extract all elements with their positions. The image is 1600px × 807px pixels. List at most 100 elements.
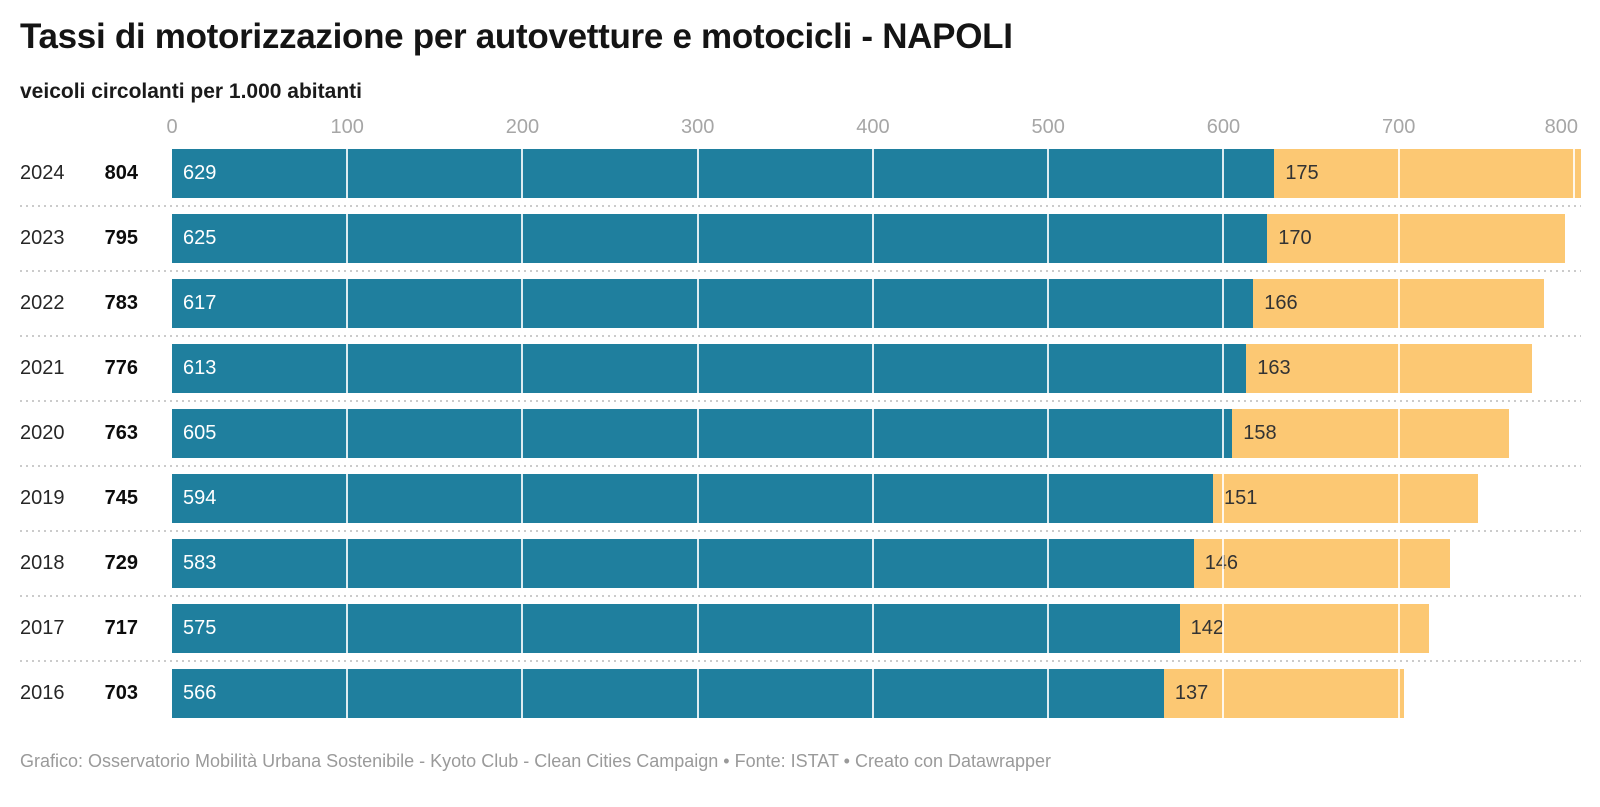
total-label: 783 [104,292,138,315]
gridline [346,539,349,589]
bar-segment-autovetture: 594 [172,474,1213,524]
chart-row-wrap: 2021 776 613 163 [20,337,1581,402]
gridline [521,214,524,264]
bar-segment-motocicli: 163 [1246,344,1532,394]
gridline [521,344,524,394]
gridline [1047,279,1050,329]
bar-track: 617 166 [172,279,1581,329]
bar-track: 575 142 [172,604,1581,654]
gridline [1397,669,1400,719]
gridline [1397,344,1400,394]
total-label: 703 [104,682,138,705]
gridline [1397,409,1400,459]
gridline [521,149,524,199]
gridline [346,344,349,394]
chart-row: 2024 804 629 175 [20,142,1581,205]
gridline [1397,474,1400,524]
chart-row-wrap: 2016 703 566 137 [20,662,1581,725]
bar-segment-autovetture: 605 [172,409,1233,459]
chart-row-wrap: 2018 729 583 146 [20,532,1581,597]
gridline [696,149,699,199]
bar-track: 613 163 [172,344,1581,394]
axis-spacer [20,116,172,142]
bar-track: 629 175 [172,149,1581,199]
chart-row: 2022 783 617 166 [20,272,1581,335]
gridline [871,604,874,654]
gridline [346,214,349,264]
bar-segment-autovetture: 575 [172,604,1180,654]
bar-segment-motocicli: 158 [1232,409,1510,459]
gridline [696,409,699,459]
gridline [1397,539,1400,589]
axis-tick-label: 400 [856,116,890,139]
bar-track: 594 151 [172,474,1581,524]
bar-value-motocicli: 175 [1285,162,1319,185]
bar-track: 566 137 [172,669,1581,719]
total-label: 729 [104,552,138,575]
total-label: 776 [104,357,138,380]
bar-segment-autovetture: 617 [172,279,1254,329]
bar-segment-motocicli: 175 [1274,149,1581,199]
bar-segment-autovetture: 566 [172,669,1164,719]
gridline [1047,344,1050,394]
axis-tick-label: 600 [1206,116,1241,139]
gridline [1047,669,1050,719]
gridline [871,474,874,524]
bar-value-motocicli: 146 [1204,552,1239,575]
year-label: 2021 [20,357,65,380]
year-label: 2016 [20,682,65,705]
bar-value-motocicli: 142 [1190,617,1225,640]
chart-row: 2017 717 575 142 [20,597,1581,660]
bar-segment-motocicli: 170 [1267,214,1566,264]
axis-track: 0 100 200 300 400 500 600 700 800 [166,116,1581,142]
gridline [1222,604,1225,654]
chart-row: 2018 729 583 146 [20,532,1581,595]
bar-value-autovetture: 566 [183,682,217,705]
gridline [1222,474,1225,524]
year-label: 2017 [20,617,65,640]
gridline [346,149,349,199]
gridline [346,474,349,524]
gridline [521,604,524,654]
bar-segment-autovetture: 629 [172,149,1275,199]
gridline [696,604,699,654]
rows: 2024 804 629 175 2023 795 625 170 [20,142,1581,725]
chart-row-wrap: 2023 795 625 170 [20,207,1581,272]
gridline [1222,539,1225,589]
year-label: 2019 [20,487,65,510]
bar-value-motocicli: 158 [1243,422,1277,445]
bar-segment-autovetture: 625 [172,214,1268,264]
year-label: 2020 [20,422,65,445]
gridline [696,474,699,524]
gridline [521,279,524,329]
total-label: 795 [104,227,138,250]
gridline [521,669,524,719]
year-label: 2022 [20,292,65,315]
bar-value-motocicli: 137 [1174,682,1209,705]
gridline [346,669,349,719]
year-label: 2024 [20,162,65,185]
axis-tick-label: 200 [505,116,540,139]
gridline [871,214,874,264]
gridline [1047,604,1050,654]
chart-row-wrap: 2019 745 594 151 [20,467,1581,532]
gridline [871,344,874,394]
footer-credit: Grafico: Osservatorio Mobilità Urbana So… [20,751,1052,772]
total-label: 745 [104,487,138,510]
chart-row-wrap: 2017 717 575 142 [20,597,1581,662]
bar-value-autovetture: 575 [183,617,217,640]
bar-value-autovetture: 613 [183,357,217,380]
gridline [871,539,874,589]
bar-value-motocicli: 151 [1223,487,1258,510]
gridline [1222,214,1225,264]
chart-row: 2021 776 613 163 [20,337,1581,400]
bar-segment-motocicli: 137 [1163,669,1404,719]
gridline [1397,149,1400,199]
gridline [871,409,874,459]
gridline [696,279,699,329]
gridline [1222,279,1225,329]
bar-value-autovetture: 617 [183,292,217,315]
gridline [1047,409,1050,459]
chart-subtitle: veicoli circolanti per 1.000 abitanti [20,80,362,103]
